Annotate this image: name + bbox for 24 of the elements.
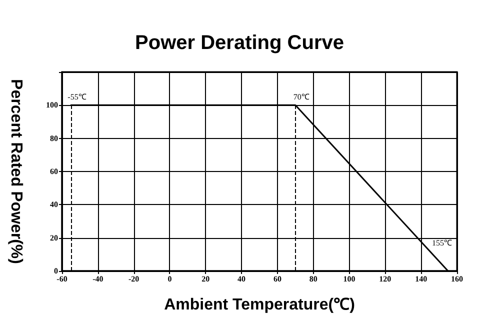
ref-line-label: -55℃ [68,92,86,102]
y-tick-label: 0 [54,266,58,276]
x-tick-label: 60 [273,274,282,284]
annotation: 155℃ [432,238,452,248]
y-tick-label: 80 [50,134,58,143]
x-tick-label: 80 [309,274,318,284]
ref-line-label: 70℃ [293,92,310,102]
x-tick-label: -20 [128,274,140,284]
x-tick-label: 100 [343,274,356,284]
x-tick-label: -60 [56,274,68,284]
x-tick-label: 120 [379,274,392,284]
x-tick-label: 40 [238,274,246,284]
x-axis-title: Ambient Temperature(℃) [164,296,355,314]
x-tick-label: -40 [92,274,104,284]
x-tick-label: 20 [202,274,210,284]
chart-title: Power Derating Curve [135,32,344,54]
y-axis-title: Percent Rated Power(%) [8,79,24,264]
y-tick-label: 100 [46,100,58,110]
y-tick-label: 60 [50,167,58,176]
x-tick-label: 160 [451,274,463,284]
x-tick-label: 0 [168,274,172,284]
y-tick-label: 40 [50,200,58,210]
x-tick-label: 140 [415,274,428,284]
y-tick-label: 20 [50,233,58,242]
